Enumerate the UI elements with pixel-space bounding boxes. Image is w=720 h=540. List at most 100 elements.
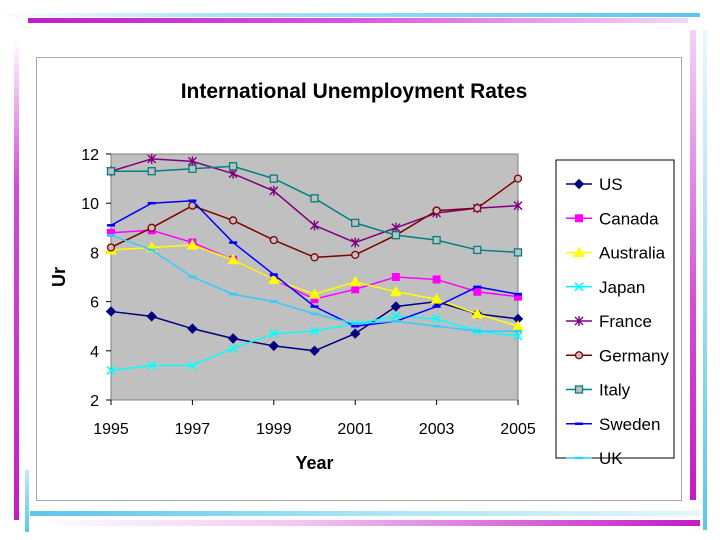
data-point <box>147 167 156 176</box>
y-tick-label: 2 <box>90 393 99 410</box>
data-point <box>473 203 482 213</box>
decor-bar-left-cyan <box>25 470 29 532</box>
data-point <box>473 245 482 255</box>
legend-label: Italy <box>599 381 631 400</box>
data-point <box>513 248 523 257</box>
data-point <box>432 235 441 245</box>
data-point <box>513 331 523 341</box>
data-point <box>351 250 360 260</box>
data-point <box>228 216 238 225</box>
data-point <box>309 345 320 357</box>
data-point <box>391 231 401 240</box>
y-tick-label: 10 <box>81 196 99 213</box>
legend-item-germany: Germany <box>566 346 669 365</box>
x-axis-ticks: 1995 1997 1999 2001 2003 2005 <box>93 400 536 438</box>
legend-items: US Canada Australia Japan France Germany Italy… <box>566 175 669 468</box>
legend <box>555 159 675 459</box>
data-point <box>267 273 280 284</box>
data-point <box>471 307 484 319</box>
data-point <box>310 253 319 262</box>
data-point <box>268 340 280 352</box>
decor-bar-right-magenta <box>690 30 696 500</box>
y-tick-label: 4 <box>90 344 99 361</box>
data-point <box>574 351 584 360</box>
data-point <box>574 316 584 326</box>
data-point <box>573 178 585 190</box>
data-point <box>574 282 584 292</box>
data-point <box>391 311 401 321</box>
legend-item-uk: UK <box>566 449 623 468</box>
plot-area <box>110 153 519 401</box>
data-point <box>105 306 117 317</box>
data-point <box>146 311 157 322</box>
legend-label: Canada <box>599 209 659 228</box>
decor-bar-right-cyan <box>703 30 707 530</box>
data-point <box>391 273 400 281</box>
legend-label: Japan <box>599 278 645 297</box>
decor-bar-left-magenta <box>14 40 19 520</box>
data-point <box>228 343 238 353</box>
legend-item-canada: Canada <box>566 209 659 228</box>
data-point <box>187 323 198 334</box>
data-point <box>269 235 278 245</box>
data-point <box>147 360 157 371</box>
data-point <box>350 237 360 248</box>
data-point <box>187 360 197 371</box>
decor-bar-bottom-magenta <box>30 520 700 526</box>
chart-frame: International Unemployment Rates 2 4 6 8 10 1… <box>36 57 682 501</box>
data-point <box>390 285 402 297</box>
data-point <box>147 223 156 232</box>
legend-item-france: France <box>566 312 652 331</box>
data-point <box>390 301 402 312</box>
chart-title: International Unemployment Rates <box>181 80 528 103</box>
legend-label: Sweden <box>599 415 660 434</box>
decor-bar-top-cyan <box>0 13 700 17</box>
data-point <box>573 246 585 257</box>
x-tick-label: 2001 <box>337 421 373 438</box>
series-uk <box>107 233 522 333</box>
y-axis-ticks: 2 4 6 8 10 12 <box>81 147 111 410</box>
x-tick-label: 1995 <box>93 421 129 438</box>
decor-bar-top-magenta <box>28 18 688 23</box>
legend-item-italy: Italy <box>566 381 631 400</box>
y-tick-label: 12 <box>81 147 99 164</box>
data-point <box>513 200 523 211</box>
data-point <box>574 385 584 394</box>
data-point <box>432 275 441 284</box>
x-tick-label: 2005 <box>500 421 536 438</box>
data-point <box>430 293 443 304</box>
unemployment-line-chart: International Unemployment Rates 2 4 6 8 10 1… <box>49 80 675 473</box>
data-point <box>309 326 320 336</box>
data-point <box>106 243 116 252</box>
x-axis-label: Year <box>295 453 333 473</box>
data-point <box>228 162 238 171</box>
legend-item-us: US <box>566 175 623 194</box>
legend-item-sweden: Sweden <box>566 415 660 434</box>
data-point <box>269 329 279 339</box>
y-tick-label: 6 <box>90 295 99 312</box>
x-tick-label: 1997 <box>175 421 211 438</box>
data-point <box>227 253 239 265</box>
data-point <box>575 214 583 223</box>
data-point <box>227 333 239 344</box>
data-point <box>349 328 361 339</box>
data-point <box>308 288 321 299</box>
data-point <box>106 167 116 176</box>
data-point <box>106 365 116 376</box>
legend-item-australia: Australia <box>566 244 666 263</box>
data-point <box>351 285 360 294</box>
legend-label: Germany <box>599 346 669 365</box>
data-point <box>349 275 362 287</box>
data-point <box>310 220 319 231</box>
legend-label: France <box>599 312 652 331</box>
data-point <box>188 201 197 210</box>
legend-label: UK <box>599 449 623 468</box>
data-point <box>310 194 319 203</box>
data-point <box>351 218 360 228</box>
legend-item-japan: Japan <box>566 278 645 297</box>
x-tick-label: 1999 <box>256 421 292 438</box>
data-point <box>188 164 197 173</box>
legend-label: US <box>599 175 623 194</box>
y-axis-label: Ur <box>49 267 69 287</box>
series-layer <box>105 153 524 376</box>
